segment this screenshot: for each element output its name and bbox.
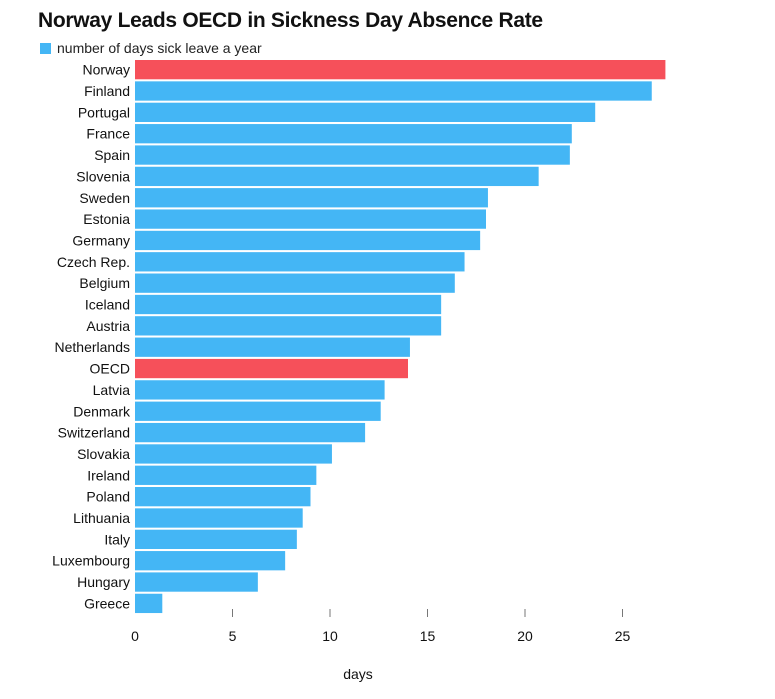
category-label: Poland [86,489,130,505]
category-label: Ireland [87,467,130,483]
category-label: Slovenia [76,168,130,184]
bar-denmark [135,401,381,421]
bar-portugal [135,102,596,122]
category-label: Belgium [79,275,130,291]
category-label: Luxembourg [52,553,130,569]
bar-italy [135,529,297,549]
legend-label: number of days sick leave a year [57,40,262,56]
legend: number of days sick leave a year [40,40,262,56]
bar-germany [135,230,481,251]
category-label: Finland [84,83,130,99]
category-label: Sweden [79,190,130,206]
legend-swatch [40,42,51,54]
bar-poland [135,487,311,507]
category-label: Iceland [85,297,130,313]
x-tick-label: 25 [615,628,631,644]
bar-estonia [135,209,486,229]
category-label: Estonia [83,211,130,227]
category-label: Denmark [73,403,131,419]
x-tick-label: 0 [131,628,139,644]
category-label: Norway [83,62,130,78]
bar-belgium [135,273,455,293]
bar-france [135,124,572,144]
category-label: Netherlands [55,339,131,355]
bar-austria [135,316,442,336]
category-label: Czech Rep. [57,254,130,270]
bar-lithuania [135,508,303,528]
bar-netherlands [135,337,410,357]
x-tick-label: 20 [517,628,533,644]
bar-spain [135,145,570,165]
bar-greece [135,593,163,614]
category-label: OECD [90,361,130,377]
x-axis-label: days [343,666,373,682]
chart-title: Norway Leads OECD in Sickness Day Absenc… [38,9,543,32]
bar-iceland [135,294,442,315]
bar-ireland [135,465,317,485]
category-label: Slovakia [77,446,130,462]
bar-finland [135,81,652,101]
bar-slovakia [135,444,332,464]
bar-czech-rep- [135,252,465,272]
bar-switzerland [135,422,366,443]
category-label: Hungary [77,574,130,590]
x-tick-label: 15 [420,628,436,644]
bar-hungary [135,572,258,592]
category-label: France [86,126,130,142]
bar-luxembourg [135,551,286,571]
bar-latvia [135,380,385,400]
category-label: Lithuania [73,510,130,526]
bar-oecd [135,358,408,379]
category-label: Italy [104,531,130,547]
category-label: Switzerland [58,425,130,441]
bar-sweden [135,188,488,208]
x-tick-label: 5 [229,628,237,644]
category-label: Latvia [93,382,131,398]
bar-slovenia [135,166,539,187]
category-label: Portugal [78,104,130,120]
bar-norway [135,60,666,80]
category-label: Germany [72,232,130,248]
category-label: Greece [84,595,130,611]
category-label: Austria [86,318,130,334]
category-label: Spain [94,147,130,163]
x-tick-label: 10 [322,628,338,644]
